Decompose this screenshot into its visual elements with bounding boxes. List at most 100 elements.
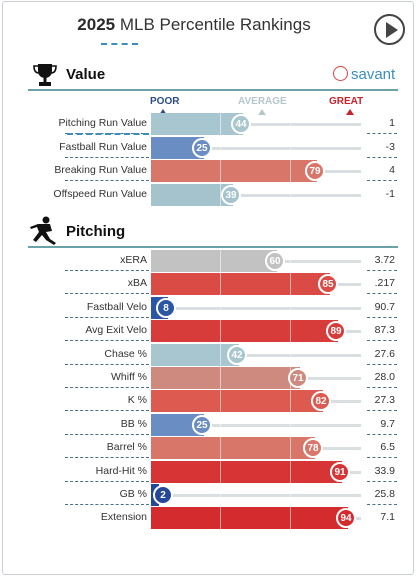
metric-row-whiff-pct[interactable]: Whiff % 71 28.0 — [3, 367, 415, 389]
pitching-section-divider — [28, 246, 398, 248]
percentile-track — [151, 353, 361, 357]
metric-row-barrel-pct[interactable]: Barrel % 78 6.5 — [3, 437, 415, 460]
savant-logo-link[interactable]: savant — [333, 66, 395, 83]
metric-label: Breaking Run Value — [54, 164, 147, 176]
scale-average-marker — [258, 109, 266, 115]
metric-row-avg-exit-velo[interactable]: Avg Exit Velo 89 87.3 — [3, 320, 415, 343]
percentile-bar — [151, 367, 300, 389]
metric-label: Fastball Velo — [86, 300, 147, 313]
grid-line — [220, 413, 221, 436]
percentile-bubble: 71 — [288, 368, 308, 388]
grid-line — [290, 413, 291, 436]
baseball-icon — [333, 66, 348, 81]
metric-row-breaking-run-value[interactable]: Breaking Run Value 79 4 — [3, 160, 415, 182]
metric-row-bb-pct[interactable]: BB % 25 9.7 — [3, 413, 415, 436]
metric-value: -3 — [385, 140, 395, 153]
play-button[interactable] — [374, 14, 405, 45]
row-divider — [65, 316, 149, 318]
percentile-bar — [151, 273, 330, 296]
metric-label: Offspeed Run Value — [53, 187, 147, 200]
grid-line — [290, 250, 291, 272]
page-title: 2025 MLB Percentile Rankings — [3, 15, 385, 35]
metric-label: Extension — [100, 511, 147, 524]
row-divider — [367, 410, 397, 412]
grid-line — [220, 460, 221, 483]
percentile-bubble: 2 — [153, 485, 173, 505]
metric-value: 9.7 — [380, 417, 395, 430]
percentile-bar — [151, 460, 342, 483]
metric-label: Chase % — [104, 347, 147, 360]
row-divider — [367, 504, 397, 505]
metric-label: Fastball Run Value — [59, 140, 147, 153]
grid-line — [220, 273, 221, 296]
metric-row-chase-pct[interactable]: Chase % 42 27.6 — [3, 343, 415, 366]
metric-value: .217 — [374, 277, 395, 290]
percentile-bubble: 42 — [227, 344, 247, 365]
metric-row-xera[interactable]: xERA 60 3.72 — [3, 250, 415, 272]
percentile-bar — [151, 183, 233, 206]
metric-row-pitching-run-value[interactable]: Pitching Run Value 44 1 — [3, 113, 415, 135]
percentile-track — [151, 494, 361, 497]
metric-label: GB % — [119, 488, 147, 500]
scale-poor-label: POOR — [150, 96, 180, 107]
row-divider — [367, 387, 397, 388]
percentile-bar — [151, 160, 317, 182]
row-divider — [65, 340, 149, 342]
percentile-bubble: 25 — [192, 414, 212, 435]
row-divider — [367, 316, 397, 318]
percentile-bubble: 89 — [326, 321, 346, 342]
metric-value: 27.3 — [374, 394, 395, 407]
metric-value: 27.6 — [374, 347, 395, 360]
metric-value: 7.1 — [380, 511, 395, 524]
metric-value: 90.7 — [374, 300, 395, 313]
pitcher-icon — [30, 216, 56, 245]
percentile-bar — [151, 507, 348, 530]
metric-label: xERA — [120, 254, 147, 266]
metric-row-k-pct[interactable]: K % 82 27.3 — [3, 390, 415, 413]
percentile-bubble: 25 — [192, 137, 212, 158]
metric-label: Barrel % — [106, 441, 147, 454]
grid-line — [290, 183, 291, 206]
percentile-bar — [151, 113, 243, 135]
percentile-track — [151, 193, 361, 197]
scale-great-marker — [346, 109, 354, 115]
grid-line — [220, 507, 221, 530]
percentile-track — [151, 423, 361, 427]
metric-row-fastball-velo[interactable]: Fastball Velo 8 90.7 — [3, 296, 415, 319]
row-divider — [65, 363, 149, 365]
row-divider — [367, 293, 397, 295]
percentile-bar — [151, 250, 277, 272]
percentile-bubble: 39 — [221, 184, 241, 205]
metric-row-extension[interactable]: Extension 94 7.1 — [3, 507, 415, 530]
metric-value: -1 — [385, 187, 395, 200]
percentile-track — [151, 306, 361, 310]
percentile-bar — [151, 390, 323, 413]
row-divider — [367, 180, 397, 181]
metric-row-offspeed-run-value[interactable]: Offspeed Run Value 39 -1 — [3, 183, 415, 206]
row-divider — [65, 387, 149, 388]
row-divider — [65, 410, 149, 412]
metric-value: 4 — [389, 164, 395, 176]
title-text: MLB Percentile Rankings — [115, 15, 311, 34]
savant-label: savant — [351, 66, 396, 83]
grid-line — [220, 367, 221, 389]
row-divider — [65, 156, 149, 158]
metric-row-fastball-run-value[interactable]: Fastball Run Value 25 -3 — [3, 136, 415, 159]
scale-poor-marker — [159, 109, 167, 115]
percentile-bubble: 85 — [318, 274, 338, 295]
metric-label: Whiff % — [111, 371, 147, 383]
metric-label: Pitching Run Value — [58, 117, 147, 129]
metric-value: 25.8 — [374, 488, 395, 500]
metric-row-xba[interactable]: xBA 85 .217 — [3, 273, 415, 296]
title-underline — [101, 43, 138, 45]
metric-row-gb-pct[interactable]: GB % 2 25.8 — [3, 484, 415, 506]
percentile-bubble: 8 — [156, 297, 176, 318]
play-icon — [386, 22, 398, 38]
row-divider — [65, 480, 149, 482]
grid-line — [290, 343, 291, 366]
metric-value: 33.9 — [374, 464, 395, 477]
metric-row-hard-hit-pct[interactable]: Hard-Hit % 91 33.9 — [3, 460, 415, 483]
grid-line — [220, 136, 221, 159]
row-divider — [65, 433, 149, 435]
